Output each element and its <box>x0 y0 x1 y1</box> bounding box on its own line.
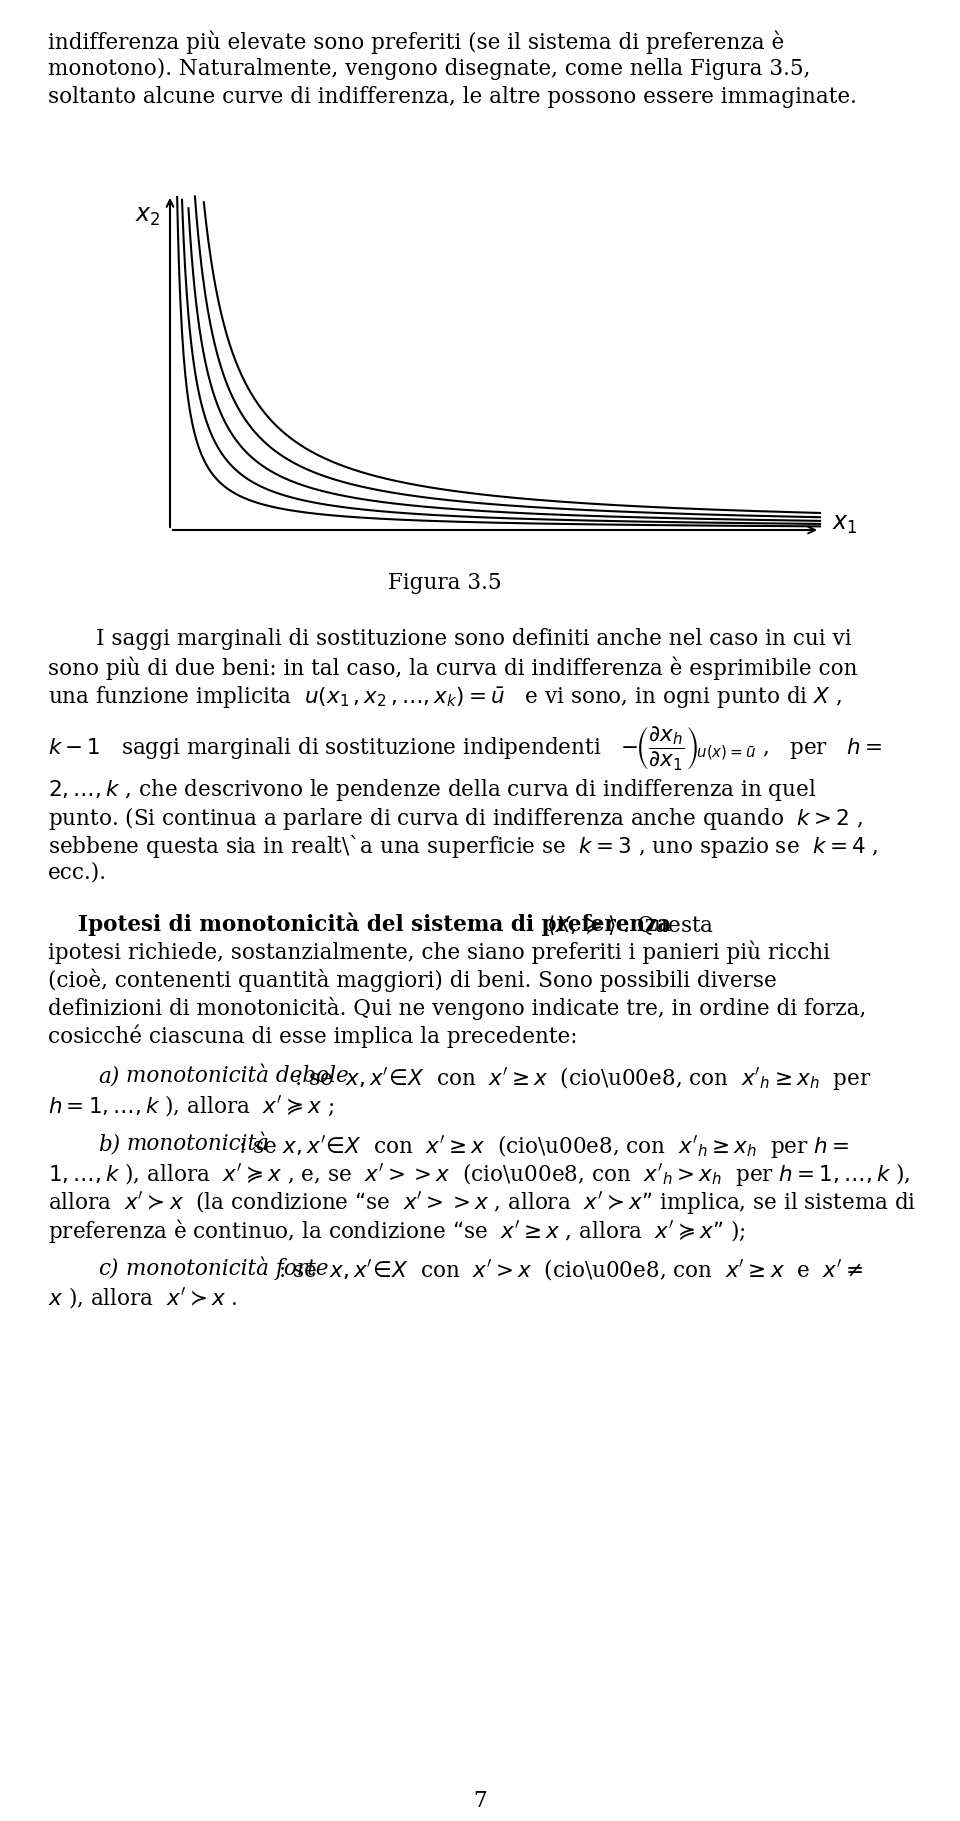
Text: sebbene questa sia in realt\`a una superficie se  $k = 3$ , uno spazio se  $k = : sebbene questa sia in realt\`a una super… <box>48 832 878 860</box>
Text: 7: 7 <box>473 1790 487 1812</box>
Text: definizioni di monotonicità. Qui ne vengono indicate tre, in ordine di forza,: definizioni di monotonicità. Qui ne veng… <box>48 998 866 1020</box>
Text: I saggi marginali di sostituzione sono definiti anche nel caso in cui vi: I saggi marginali di sostituzione sono d… <box>48 628 852 650</box>
Text: : se  $x, x'\!\in\!X$  con  $x' > x$  (cio\u00e8, con  $x' \geq x$  e  $x' \neq$: : se $x, x'\!\in\!X$ con $x' > x$ (cio\u… <box>278 1256 863 1282</box>
Text: soltanto alcune curve di indifferenza, le altre possono essere immaginate.: soltanto alcune curve di indifferenza, l… <box>48 86 857 107</box>
Text: preferenza è continuo, la condizione “se  $x' \geq x$ , allora  $x' \succcurlyeq: preferenza è continuo, la condizione “se… <box>48 1216 746 1246</box>
Text: monotono). Naturalmente, vengono disegnate, come nella Figura 3.5,: monotono). Naturalmente, vengono disegna… <box>48 58 810 80</box>
Text: a): a) <box>98 1065 119 1087</box>
Text: monotonicità debole: monotonicità debole <box>126 1065 348 1087</box>
Text: una funzione implicita  $u(x_1\,, x_2\,,\ldots, x_k) = \bar{u}$   e vi sono, in : una funzione implicita $u(x_1\,, x_2\,,\… <box>48 685 842 710</box>
Text: b): b) <box>98 1133 120 1155</box>
Text: $x_1$: $x_1$ <box>832 514 857 537</box>
Text: (cioè, contenenti quantità maggiori) di beni. Sono possibili diverse: (cioè, contenenti quantità maggiori) di … <box>48 969 777 992</box>
Text: ecc.).: ecc.). <box>48 861 107 883</box>
Text: $1,\ldots, k$ ), allora  $x' \succcurlyeq x$ , e, se  $x' >> x$  (cio\u00e8, con: $1,\ldots, k$ ), allora $x' \succcurlyeq… <box>48 1162 910 1187</box>
Text: : se $x, x'\!\in\!X$  con  $x' \geq x$  (cio\u00e8, con  $x'_h \geq x_h$  per $h: : se $x, x'\!\in\!X$ con $x' \geq x$ (ci… <box>238 1133 850 1160</box>
Text: c): c) <box>98 1256 118 1278</box>
Text: cosicché ciascuna di esse implica la precedente:: cosicché ciascuna di esse implica la pre… <box>48 1025 578 1049</box>
Text: $\langle X, \succcurlyeq \rangle$ . Questa: $\langle X, \succcurlyeq \rangle$ . Ques… <box>533 912 714 938</box>
Text: ipotesi richiede, sostanzialmente, che siano preferiti i panieri più ricchi: ipotesi richiede, sostanzialmente, che s… <box>48 941 830 965</box>
Text: sono più di due beni: in tal caso, la curva di indifferenza è esprimibile con: sono più di due beni: in tal caso, la cu… <box>48 656 857 679</box>
Text: allora  $x' \succ x$  (la condizione “se  $x' >> x$ , allora  $x' \succ x$” impl: allora $x' \succ x$ (la condizione “se $… <box>48 1189 916 1216</box>
Text: $x_2$: $x_2$ <box>135 206 160 228</box>
Text: punto. (Si continua a parlare di curva di indifferenza anche quando  $k > 2$ ,: punto. (Si continua a parlare di curva d… <box>48 805 863 832</box>
Text: indifferenza più elevate sono preferiti (se il sistema di preferenza è: indifferenza più elevate sono preferiti … <box>48 29 784 53</box>
Text: $x$ ), allora  $x' \succ x$ .: $x$ ), allora $x' \succ x$ . <box>48 1286 238 1309</box>
Text: monotonicità: monotonicità <box>126 1133 269 1155</box>
Text: $k-1$   saggi marginali di sostituzione indipendenti   $-\!\left(\dfrac{\partial: $k-1$ saggi marginali di sostituzione in… <box>48 725 882 772</box>
Text: : se  $x, x'\!\in\!X$  con  $x' \geq x$  (cio\u00e8, con  $x'_h \geq x_h$  per: : se $x, x'\!\in\!X$ con $x' \geq x$ (ci… <box>294 1065 872 1093</box>
Text: $h = 1,\ldots, k$ ), allora  $x' \succcurlyeq x$ ;: $h = 1,\ldots, k$ ), allora $x' \succcur… <box>48 1093 334 1118</box>
Text: Figura 3.5: Figura 3.5 <box>388 572 502 594</box>
Text: monotonicità forte: monotonicità forte <box>126 1256 328 1280</box>
Text: Ipotesi di monotonicità del sistema di preferenza: Ipotesi di monotonicità del sistema di p… <box>78 912 671 936</box>
Text: $2,\ldots, k$ , che descrivono le pendenze della curva di indifferenza in quel: $2,\ldots, k$ , che descrivono le penden… <box>48 778 816 803</box>
